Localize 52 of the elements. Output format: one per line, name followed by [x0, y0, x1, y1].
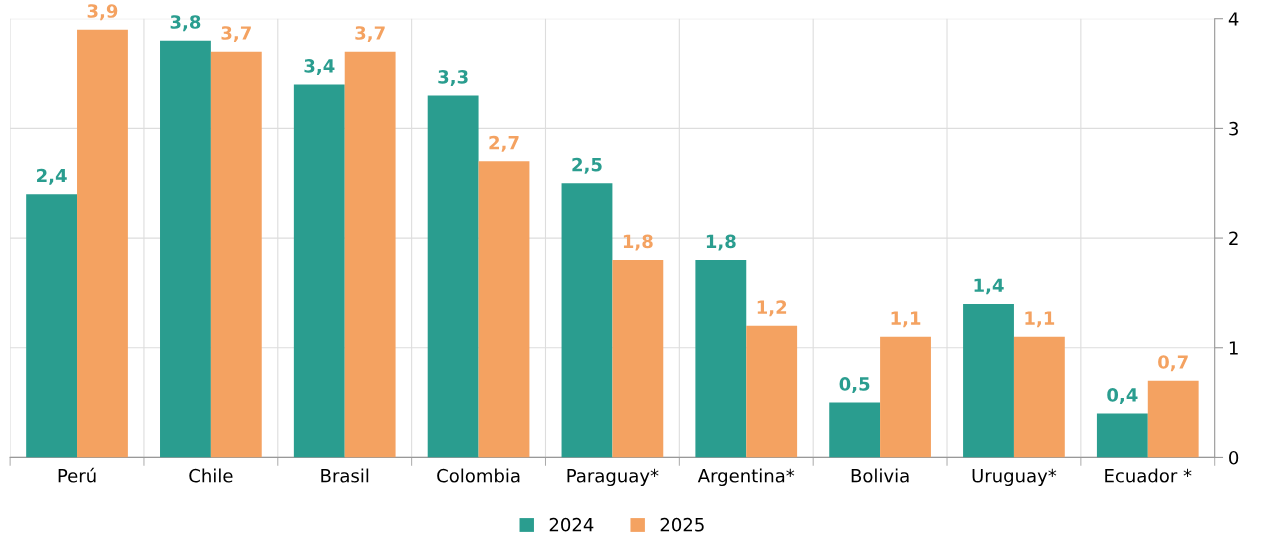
- y-tick-label: 0: [1229, 450, 1239, 465]
- bar: [77, 29, 128, 458]
- x-tick-label: Uruguay*: [972, 468, 1057, 487]
- data-label: 1,4: [974, 278, 1004, 295]
- bar: [293, 84, 345, 458]
- data-label: 0,7: [1158, 355, 1188, 372]
- data-label: 3,3: [438, 70, 468, 86]
- y-tick-label: 4: [1228, 12, 1239, 26]
- bar: [1147, 380, 1199, 458]
- data-label: 0,4: [1107, 388, 1138, 405]
- x-tick-label: Bolivia: [851, 468, 909, 483]
- x-tick-label: Perú: [58, 467, 96, 483]
- bar: [1096, 413, 1148, 458]
- data-label: 3,7: [221, 26, 251, 43]
- x-tick-label: Ecuador *: [1105, 468, 1192, 483]
- bar: [478, 161, 530, 458]
- data-label: 1,8: [706, 234, 736, 251]
- data-label: 1,8: [623, 234, 653, 251]
- data-label: 3,4: [304, 59, 335, 76]
- x-tick-label: Colombia: [437, 468, 520, 483]
- data-label: 3,7: [355, 26, 385, 43]
- y-tick-label: 1: [1229, 341, 1238, 355]
- x-tick-label: Brasil: [321, 468, 369, 483]
- data-label: 1,1: [1025, 311, 1055, 328]
- data-label: 2,4: [37, 168, 67, 185]
- data-label: 1,2: [757, 300, 787, 317]
- data-label: 2,5: [572, 157, 602, 174]
- y-tick-label: 2: [1229, 231, 1238, 245]
- legend-label: 2025: [660, 517, 704, 532]
- bar: [963, 303, 1014, 458]
- bar: [561, 183, 613, 458]
- bar: [829, 402, 881, 458]
- bar: [427, 95, 479, 458]
- bar: [746, 325, 798, 458]
- x-tick-label: Paraguay*: [567, 468, 659, 487]
- bar: [612, 260, 664, 458]
- bar: [880, 336, 931, 458]
- bar: [210, 51, 262, 458]
- y-tick-label: 3: [1229, 121, 1238, 136]
- data-label: 1,1: [891, 311, 921, 328]
- data-label: 0,5: [839, 377, 870, 394]
- data-label: 2,7: [489, 135, 519, 152]
- bar: [1013, 336, 1065, 458]
- bar: [695, 260, 747, 458]
- legend-label: 2024: [549, 517, 594, 532]
- x-tick-label: Chile: [189, 468, 233, 483]
- bar: [160, 40, 211, 458]
- x-tick-label: Argentina*: [697, 468, 795, 487]
- data-label: 3,8: [170, 15, 201, 32]
- data-label: 3,9: [87, 4, 118, 21]
- bar: [344, 51, 396, 458]
- bar: [26, 194, 78, 458]
